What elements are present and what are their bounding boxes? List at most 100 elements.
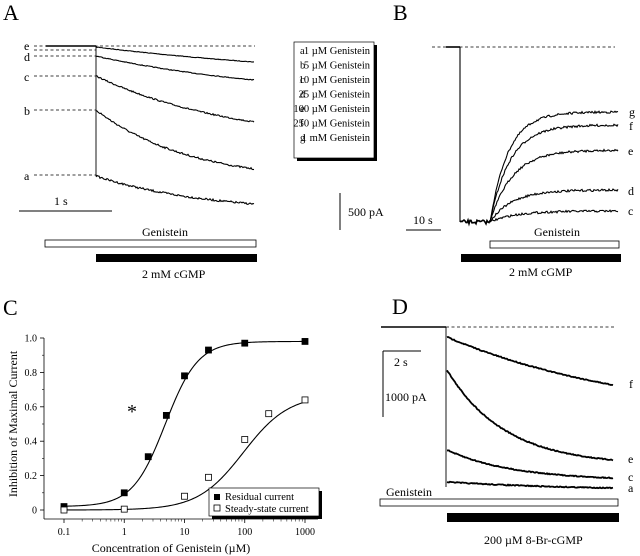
b-trace-e <box>489 148 619 223</box>
legend-text-c: 10 µM Genistein <box>299 75 371 86</box>
panel-b-letter: B <box>393 0 408 25</box>
c-y-tick-label: 0 <box>32 506 37 517</box>
c-point-steady-state <box>205 473 212 481</box>
c-point-residual <box>162 411 170 419</box>
c-point-steady-state <box>241 436 249 443</box>
b-label-e: e <box>628 144 633 158</box>
panel-a-letter: A <box>3 0 19 25</box>
legend-text-d: 25 µM Genistein <box>299 90 371 101</box>
legend-key-c: c <box>300 75 305 86</box>
panel-b: B g f e d c 10 s Genistein 2 mM cGMP <box>393 0 635 279</box>
c-legend-marker-steady <box>213 504 221 512</box>
d-8br-cgmp-label: 200 µM 8-Br-cGMP <box>484 533 583 547</box>
legend-key-f: f <box>300 119 304 130</box>
c-fit-curve-residual <box>63 340 305 507</box>
legend-key-a: a <box>300 46 305 57</box>
legend-box <box>293 41 375 159</box>
c-legend-box <box>208 487 320 517</box>
c-x-tick-label: 100 <box>237 527 252 538</box>
panel-a: A e d c b a 1 s Genistein 2 mM cGMP <box>3 0 257 281</box>
c-legend-label-steady: Steady-state current <box>225 504 309 515</box>
c-point-steady-state <box>120 505 128 513</box>
b-genistein-bar <box>489 240 620 249</box>
c-legend-label-residual: Residual current <box>225 492 294 503</box>
c-point-residual <box>181 372 188 380</box>
c-point-residual <box>301 338 309 345</box>
b-trace-f <box>489 123 619 223</box>
current-scale-label-500: 500 pA <box>348 205 384 219</box>
b-cgmp-label: 2 mM cGMP <box>509 265 573 279</box>
a-cgmp-bar <box>96 254 257 262</box>
a-label-c: c <box>24 70 29 84</box>
d-8br-cgmp-bar <box>447 513 619 522</box>
b-cgmp-bar <box>461 254 621 262</box>
b-label-c: c <box>628 204 633 218</box>
a-label-b: b <box>24 104 30 118</box>
a-trace-d <box>95 55 255 81</box>
c-legend-marker-residual <box>214 494 220 500</box>
d-trace-f <box>446 335 614 386</box>
a-genistein-label: Genistein <box>142 225 188 239</box>
legend-key-d: d <box>300 90 306 101</box>
legend-text-b: 5 µM Genistein <box>304 61 371 72</box>
d-genistein-bar <box>379 498 619 507</box>
panel-d-letter: D <box>392 294 408 319</box>
a-label-a: a <box>24 169 30 183</box>
b-time-scale-label: 10 s <box>413 213 433 227</box>
c-point-residual <box>205 346 212 354</box>
c-point-steady-state <box>181 492 188 500</box>
c-x-axis-label: Concentration of Genistein (µM) <box>92 541 251 555</box>
legend-key-b: b <box>300 61 305 72</box>
b-genistein-label: Genistein <box>534 225 580 239</box>
panel-c-letter: C <box>3 295 18 320</box>
c-point-steady-state <box>301 396 309 404</box>
b-trace-g <box>489 110 619 223</box>
d-label-a: a <box>628 481 634 495</box>
legend-text-f: 250 µM Genistein <box>293 119 370 130</box>
b-label-f: f <box>629 119 633 133</box>
legend-text-a: 1 µM Genistein <box>304 46 371 57</box>
c-fit-curve-steady-state <box>63 401 306 511</box>
c-point-residual <box>241 339 249 347</box>
c-y-tick-label: 1.0 <box>25 334 38 345</box>
panel-c-chart: C 0 0.2 0.4 0.6 0.8 1.0 0.1 1 10 100 1000 * Concen… <box>3 295 322 555</box>
d-trace-a <box>446 480 614 490</box>
a-time-scale-label: 1 s <box>54 194 68 208</box>
a-label-d: d <box>24 50 30 64</box>
a-trace-b <box>95 110 255 171</box>
c-x-tick-label: 1 <box>122 527 127 538</box>
d-genistein-label: Genistein <box>386 485 432 499</box>
legend-text-e: 100 µM Genistein <box>293 104 370 115</box>
c-x-tick-label: 0.1 <box>58 527 71 538</box>
d-trace-c <box>446 449 614 480</box>
d-time-scale-label: 2 s <box>394 355 408 369</box>
c-y-tick-label: 0.2 <box>25 471 38 482</box>
c-point-residual <box>120 489 128 497</box>
a-trace-a <box>95 174 255 205</box>
a-trace-e <box>95 46 255 63</box>
c-point-residual <box>144 453 152 461</box>
d-label-c: c <box>628 470 633 484</box>
d-current-scale-label: 1000 pA <box>385 390 427 404</box>
legend-key-e: e <box>300 104 305 115</box>
d-label-f: f <box>629 377 633 391</box>
c-x-tick-label: 1000 <box>295 527 315 538</box>
d-label-e: e <box>628 452 633 466</box>
a-label-e: e <box>24 39 29 53</box>
c-point-steady-state <box>265 410 273 418</box>
c-point-steady-state <box>60 506 68 514</box>
b-trace-d <box>489 188 619 223</box>
a-trace-c <box>95 75 255 123</box>
d-trace-e <box>446 369 614 462</box>
c-y-tick-label: 0.4 <box>25 437 38 448</box>
c-y-tick-label: 0.6 <box>25 402 38 413</box>
b-label-g: g <box>629 105 635 119</box>
a-cgmp-label: 2 mM cGMP <box>142 267 206 281</box>
c-y-axis-label: Inhibition of Maximal Current <box>6 350 20 497</box>
c-annotation-asterisk: * <box>127 401 137 423</box>
legend-key-g: g <box>300 133 306 144</box>
b-trough <box>459 217 491 227</box>
legend-text-g: 1 mM Genistein <box>302 133 371 144</box>
